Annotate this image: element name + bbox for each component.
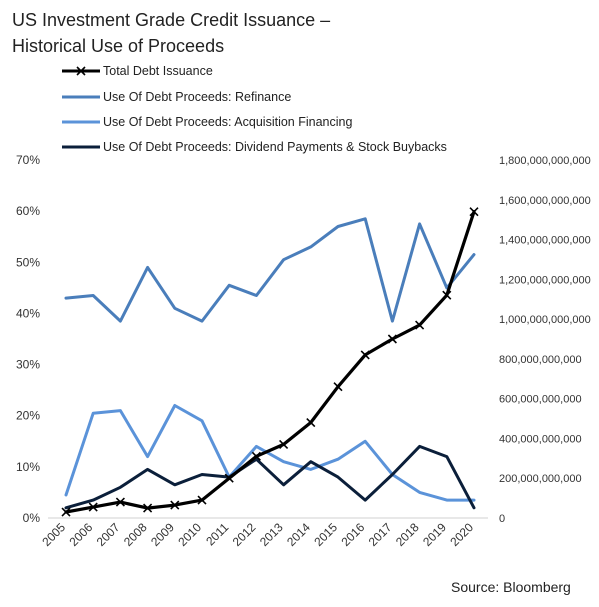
data-point [197, 495, 207, 505]
x-tick-label: 2009 [148, 520, 177, 549]
x-tick-label: 2012 [230, 520, 259, 549]
right-tick-label: 1,800,000,000,000 [499, 155, 591, 167]
x-tick-label: 2008 [121, 520, 150, 549]
chart-title-line-1: US Investment Grade Credit Issuance – [12, 10, 330, 30]
data-point [88, 502, 98, 512]
legend-label: Use Of Debt Proceeds: Dividend Payments … [103, 140, 447, 154]
legend-item: Use Of Debt Proceeds: Refinance [62, 90, 291, 104]
series-line-2 [64, 404, 476, 502]
left-tick-label: 60% [16, 204, 40, 218]
series-line-0 [64, 210, 476, 514]
x-tick-label: 2013 [257, 520, 286, 549]
data-point [442, 290, 452, 300]
data-point [306, 417, 316, 428]
right-tick-label: 1,400,000,000,000 [499, 235, 591, 247]
legend: Total Debt Issuance Use Of Debt Proceeds:… [62, 64, 447, 154]
left-axis: 0% 10% 20% 30% 40% 50% 60% 70% [16, 153, 40, 525]
x-tick-label: 2015 [311, 520, 340, 549]
x-tick-label: 2016 [339, 520, 368, 549]
chart-title-line-2: Historical Use of Proceeds [12, 36, 224, 56]
x-tick-label: 2018 [393, 520, 422, 549]
data-point [61, 507, 71, 517]
data-point [333, 382, 343, 392]
plot-area [48, 207, 488, 519]
left-tick-label: 30% [16, 358, 40, 372]
right-tick-label: 1,200,000,000,000 [499, 274, 591, 286]
legend-item: Total Debt Issuance [62, 64, 213, 78]
data-point [115, 497, 125, 507]
data-point [415, 320, 425, 330]
legend-label: Use Of Debt Proceeds: Acquisition Financ… [103, 115, 352, 129]
legend-item: Use Of Debt Proceeds: Dividend Payments … [62, 140, 447, 154]
data-point [224, 473, 234, 483]
series-line-3 [64, 444, 476, 510]
left-tick-label: 50% [16, 255, 40, 269]
data-point [469, 207, 479, 217]
right-tick-label: 400,000,000,000 [499, 433, 582, 445]
right-tick-label: 600,000,000,000 [499, 394, 582, 406]
right-tick-label: 1,600,000,000,000 [499, 195, 591, 207]
left-tick-label: 20% [16, 409, 40, 423]
x-tick-label: 2006 [67, 520, 96, 549]
legend-label: Use Of Debt Proceeds: Refinance [103, 90, 291, 104]
x-tick-label: 2020 [447, 520, 476, 549]
data-point [360, 350, 370, 360]
data-point [251, 451, 261, 461]
right-tick-label: 200,000,000,000 [499, 473, 582, 485]
left-tick-label: 70% [16, 153, 40, 167]
right-axis: 0 200,000,000,000 400,000,000,000 600,000,0… [499, 155, 591, 525]
legend-item: Use Of Debt Proceeds: Acquisition Financ… [62, 115, 352, 129]
x-tick-label: 2019 [420, 520, 449, 549]
left-tick-label: 0% [23, 511, 41, 525]
x-tick-label: 2010 [175, 520, 204, 549]
data-point [170, 500, 180, 510]
right-tick-label: 800,000,000,000 [499, 354, 582, 366]
x-tick-label: 2014 [284, 520, 313, 549]
x-tick-label: 2007 [94, 520, 123, 549]
right-tick-label: 1,000,000,000,000 [499, 314, 591, 326]
data-point [143, 503, 153, 513]
x-tick-label: 2011 [203, 520, 231, 548]
legend-label: Total Debt Issuance [103, 64, 213, 78]
data-point [279, 439, 289, 449]
left-tick-label: 40% [16, 306, 40, 320]
right-tick-label: 0 [499, 513, 505, 525]
series-line-1 [64, 217, 476, 323]
x-tick-label: 2017 [366, 520, 395, 549]
data-point [387, 334, 397, 344]
x-tick-label: 2005 [39, 520, 68, 549]
source-note: Source: Bloomberg [451, 579, 571, 595]
left-tick-label: 10% [16, 460, 40, 474]
